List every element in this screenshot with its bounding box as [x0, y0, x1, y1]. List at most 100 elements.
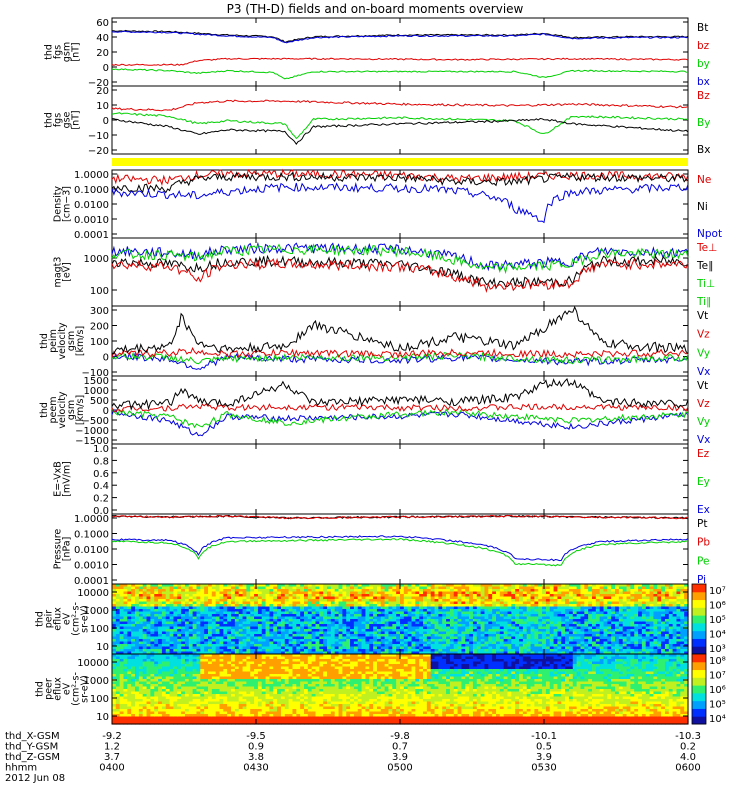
spectrogram-cell	[503, 589, 509, 593]
spectrogram-cell	[442, 619, 447, 623]
spectrogram-cell	[165, 601, 171, 605]
spectrogram-cell	[453, 629, 459, 633]
spectrogram-cell	[534, 644, 539, 648]
spectrogram-cell	[138, 609, 144, 613]
spectrogram-cell	[407, 644, 413, 648]
spectrogram-cell	[641, 589, 647, 593]
spectrogram-cell	[192, 594, 198, 598]
spectrogram-cell	[196, 609, 201, 613]
spectrogram-cell	[396, 646, 401, 650]
spectrogram-cell	[161, 616, 167, 620]
spectrogram-cell	[158, 659, 163, 663]
spectrogram-cell	[161, 714, 167, 718]
spectrogram-cell	[592, 619, 597, 623]
spectrogram-cell	[446, 596, 451, 600]
spectrogram-cell	[503, 651, 509, 655]
spectrogram-cell	[503, 591, 509, 595]
spectrogram-cell	[384, 646, 390, 650]
spectrogram-cell	[641, 624, 647, 628]
spectrogram-cell	[273, 636, 278, 640]
spectrogram-cell	[280, 604, 286, 608]
spectrogram-cell	[154, 624, 159, 628]
spectrogram-cell	[280, 651, 286, 655]
spectrogram-cell	[315, 626, 320, 630]
spectrogram-cell	[676, 596, 681, 600]
spectrogram-cell	[607, 644, 612, 648]
spectrogram-cell	[561, 651, 566, 655]
y-tick-label: 1.0000	[74, 170, 109, 181]
spectrogram-cell	[292, 631, 297, 635]
spectrogram-cell	[641, 644, 647, 648]
y-tick-label: 0.0010	[74, 561, 109, 572]
y-axis-label-line: eflux	[53, 607, 64, 631]
spectrogram-cell	[127, 631, 132, 635]
spectrogram-cell	[384, 584, 390, 588]
spectrogram-cell	[127, 644, 132, 648]
spectrogram-cell	[219, 636, 224, 640]
spectrogram-cell	[280, 621, 286, 625]
spectrogram-cell	[138, 601, 144, 605]
spectrogram-cell	[488, 591, 493, 595]
spectrogram-cell	[469, 584, 474, 588]
spectrogram-cell	[411, 614, 416, 618]
spectrogram-cell	[165, 709, 171, 713]
spectrogram-cell	[641, 601, 647, 605]
spectrogram-cell	[538, 596, 543, 600]
spectrogram-cell	[476, 644, 482, 648]
spectrogram-cell	[188, 599, 194, 603]
spectrogram-cell	[430, 586, 436, 590]
spectrogram-cell	[158, 666, 163, 670]
spectrogram-cell	[246, 586, 251, 590]
spectrogram-cell	[315, 639, 320, 643]
spectrogram-cell	[611, 624, 616, 628]
spectrogram-cell	[561, 589, 566, 593]
spectrogram-cell	[576, 624, 582, 628]
spectrogram-cell	[112, 671, 117, 675]
spectrogram-cell	[411, 631, 416, 635]
spectrogram-cell	[480, 621, 486, 625]
spectrogram-cell	[357, 619, 363, 623]
spectrogram-cell	[300, 616, 305, 620]
spectrogram-cell	[615, 591, 620, 595]
spectrogram-cell	[415, 614, 420, 618]
spectrogram-cell	[154, 646, 159, 650]
spectrogram-cell	[330, 651, 336, 655]
legend-Vy: Vy	[697, 416, 710, 428]
spectrogram-cell	[373, 601, 378, 605]
spectrogram-cell	[131, 584, 136, 588]
spectrogram-cell	[369, 594, 374, 598]
spectrogram-cell	[638, 646, 643, 650]
spectrogram-cell	[511, 609, 516, 613]
spectrogram-cell	[361, 636, 367, 640]
spectrogram-cell	[453, 649, 459, 653]
spectrogram-cell	[131, 641, 136, 645]
spectrogram-cell	[411, 586, 416, 590]
spectrogram-cell	[680, 649, 685, 653]
spectrogram-cell	[350, 644, 355, 648]
spectrogram-cell	[684, 591, 689, 595]
spectrogram-cell	[330, 609, 336, 613]
spectrogram-cell	[277, 591, 282, 595]
spectrogram-cell	[254, 591, 259, 595]
spectrogram-cell	[684, 599, 689, 603]
spectrogram-cell	[257, 611, 263, 615]
spectrogram-cell	[254, 604, 259, 608]
spectrogram-cell	[645, 621, 651, 625]
spectrogram-cell	[538, 606, 543, 610]
spectrogram-cell	[161, 659, 167, 663]
spectrogram-cell	[419, 649, 424, 653]
spectrogram-cell	[154, 679, 159, 683]
spectrogram-cell	[630, 604, 635, 608]
spectrogram-cell	[131, 604, 136, 608]
spectrogram-cell	[373, 599, 378, 603]
spectrogram-cell	[630, 606, 635, 610]
spectrogram-cell	[622, 601, 628, 605]
spectrogram-cell	[284, 614, 290, 618]
spectrogram-cell	[353, 626, 359, 630]
spectrogram-cell	[150, 609, 155, 613]
spectrogram-cell	[476, 626, 482, 630]
spectrogram-cell	[223, 601, 228, 605]
spectrogram-cell	[231, 589, 236, 593]
spectrogram-cell	[538, 614, 543, 618]
